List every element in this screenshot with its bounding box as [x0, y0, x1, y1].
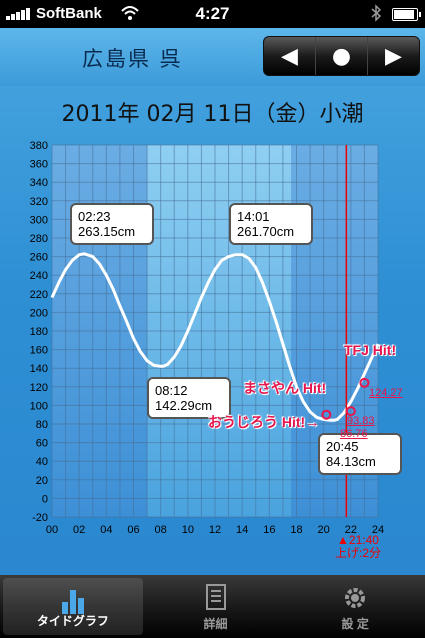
tide-curve [50, 252, 380, 422]
catch-hit-value: 124.27 [369, 387, 403, 399]
details-icon [205, 584, 226, 610]
catch-hit-label: TFJ Hit! [344, 342, 397, 358]
x-tick-label: 10 [182, 524, 194, 536]
tab-label: タイドグラフ [36, 614, 109, 628]
y-tick-label: 260 [30, 252, 48, 264]
y-tick-label: 80 [36, 419, 48, 431]
y-tick-label: 220 [30, 289, 48, 301]
x-tick-label: 16 [263, 524, 275, 536]
callout-level: 263.15cm [78, 224, 136, 239]
bluetooth-icon [371, 4, 382, 22]
callout-time: 08:12 [155, 383, 188, 398]
x-tick-label: 24 [372, 524, 384, 536]
tide-extreme-callout: 02:23 263.15cm [70, 203, 154, 245]
catch-hit-marker [345, 406, 356, 417]
y-tick-label: 320 [30, 196, 48, 208]
tab-details[interactable]: 詳細 [146, 575, 286, 638]
date-header: 2011年 02月 11日（金）小潮 [61, 102, 364, 127]
y-tick-label: 280 [30, 233, 48, 245]
y-tick-label: -20 [32, 512, 48, 524]
catch-hit-marker [321, 409, 332, 420]
y-tick-label: 140 [30, 363, 48, 375]
y-tick-label: 160 [30, 345, 48, 357]
tab-label: 設 定 [341, 617, 369, 631]
carrier-name: SoftBank [36, 5, 102, 22]
x-tick-label: 18 [290, 524, 302, 536]
navigation-bar: 広島県 呉 ◀ ● ▶ [0, 28, 425, 86]
callout-time: 02:23 [78, 209, 111, 224]
status-bar: SoftBank 4:27 [0, 0, 425, 28]
y-tick-label: 40 [36, 456, 48, 468]
right-arrow-icon: ▶ [385, 43, 402, 69]
signal-strength-icon [6, 8, 34, 20]
wifi-icon [121, 6, 139, 20]
today-button[interactable]: ● [316, 37, 368, 75]
callout-level: 142.29cm [155, 398, 213, 413]
tab-bar: タイドグラフ 詳細 設 定 [0, 575, 425, 638]
dot-icon: ● [331, 43, 352, 69]
x-tick-label: 00 [46, 524, 58, 536]
y-tick-label: 200 [30, 307, 48, 319]
y-tick-label: 20 [36, 475, 48, 487]
catch-hit-value: 93.83 [347, 415, 375, 427]
previous-day-button[interactable]: ◀ [264, 37, 316, 75]
tab-tide-graph[interactable]: タイドグラフ [3, 578, 143, 635]
y-tick-label: 60 [36, 438, 48, 450]
callout-time: 14:01 [237, 209, 270, 224]
y-tick-label: 0 [42, 493, 48, 505]
now-note: 上げ:2分 [335, 546, 382, 560]
battery-icon [392, 8, 421, 21]
left-arrow-icon: ◀ [281, 43, 298, 69]
x-tick-label: 02 [73, 524, 85, 536]
tide-extreme-callout: 20:45 84.13cm [318, 433, 402, 475]
catch-hit-label: まさやん Hit! [243, 380, 327, 396]
callout-time: 20:45 [326, 439, 359, 454]
x-tick-label: 06 [127, 524, 139, 536]
tab-label: 詳細 [203, 617, 228, 631]
settings-gear-icon [345, 588, 366, 608]
location-title: 広島県 呉 [82, 47, 183, 71]
y-tick-label: 380 [30, 140, 48, 152]
x-tick-label: 08 [155, 524, 167, 536]
catch-hit-marker [359, 377, 370, 388]
callout-level: 84.13cm [326, 454, 376, 469]
catch-hit-label: おうじろう Hit!→ [208, 414, 320, 430]
y-tick-label: 180 [30, 326, 48, 338]
now-time: ▲21:40 [337, 533, 379, 547]
next-day-button[interactable]: ▶ [368, 37, 419, 75]
day-navigation-control: ◀ ● ▶ [263, 36, 420, 76]
tide-graph-icon [61, 590, 84, 614]
y-tick-label: 340 [30, 177, 48, 189]
y-tick-label: 120 [30, 382, 48, 394]
y-tick-label: 100 [30, 400, 48, 412]
x-tick-label: 14 [236, 524, 248, 536]
y-tick-label: 360 [30, 159, 48, 171]
y-tick-label: 240 [30, 270, 48, 282]
tab-settings[interactable]: 設 定 [285, 575, 425, 638]
x-tick-label: 20 [318, 524, 330, 536]
x-tick-label: 04 [100, 524, 112, 536]
callout-level: 261.70cm [237, 224, 295, 239]
catch-hit-value: 86.76 [340, 428, 368, 440]
status-time: 4:27 [195, 4, 230, 23]
x-tick-label: 22 [345, 524, 357, 536]
tide-extreme-callout: 08:12 142.29cm [147, 377, 231, 419]
y-tick-label: 300 [30, 214, 48, 226]
current-time-label: ▲21:40 上げ:2分 [335, 534, 381, 560]
tide-extreme-callout: 14:01 261.70cm [229, 203, 313, 245]
x-tick-label: 12 [209, 524, 221, 536]
